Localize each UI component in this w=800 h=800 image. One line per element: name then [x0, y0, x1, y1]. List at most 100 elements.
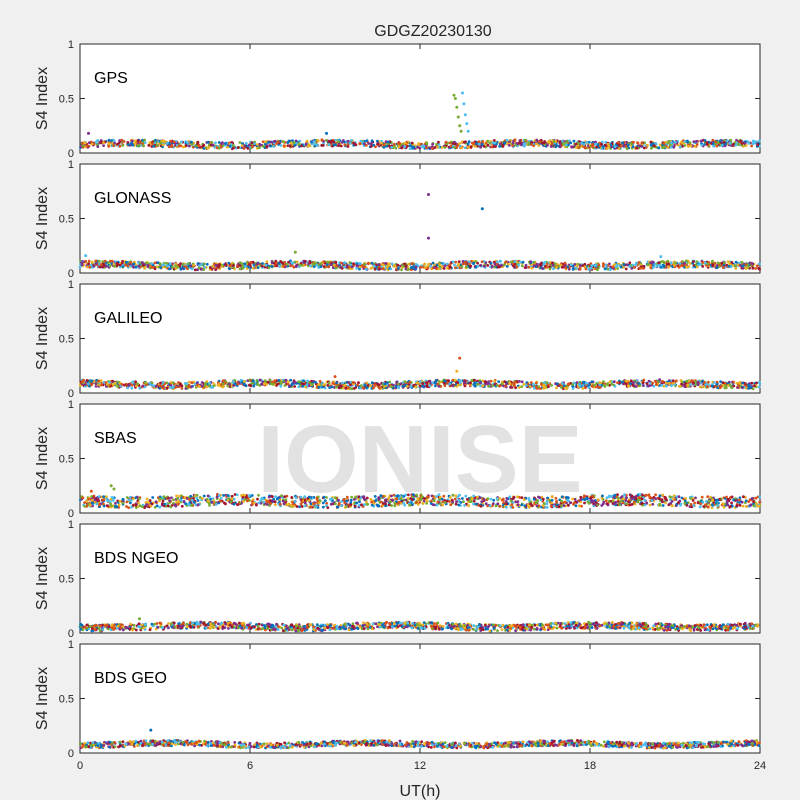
- data-point: [286, 141, 290, 145]
- data-point: [518, 141, 522, 145]
- data-point: [104, 265, 108, 268]
- data-point: [477, 142, 481, 146]
- data-point: [218, 263, 221, 267]
- data-point: [542, 141, 546, 145]
- data-point: [448, 382, 451, 386]
- data-point: [126, 386, 130, 390]
- data-point: [448, 263, 452, 266]
- data-point: [498, 265, 502, 269]
- data-point: [179, 382, 182, 386]
- data-point: [713, 261, 717, 265]
- data-point: [598, 381, 602, 384]
- data-point: [101, 265, 105, 268]
- outlier-point: [333, 375, 337, 379]
- data-point: [740, 260, 744, 264]
- data-point: [123, 383, 126, 387]
- data-point: [672, 263, 676, 267]
- data-point: [481, 140, 485, 143]
- data-point: [535, 262, 539, 266]
- data-point: [747, 384, 751, 387]
- data-point: [162, 387, 166, 390]
- data-point: [289, 378, 292, 382]
- data-point: [355, 266, 358, 270]
- data-point: [346, 145, 350, 148]
- data-point: [612, 380, 616, 384]
- data-point: [409, 385, 413, 388]
- data-point: [367, 142, 370, 145]
- data-point: [250, 141, 254, 145]
- data-point: [678, 145, 682, 149]
- data-point: [251, 266, 255, 270]
- data-point: [214, 263, 218, 267]
- data-point: [267, 266, 271, 270]
- data-point: [229, 264, 232, 267]
- data-point: [295, 260, 299, 264]
- data-point: [165, 261, 169, 265]
- data-point: [321, 385, 324, 389]
- data-point: [356, 383, 359, 387]
- data-point: [444, 140, 448, 144]
- data-point: [635, 261, 638, 265]
- data-point: [460, 146, 463, 150]
- data-point: [129, 142, 133, 145]
- data-point: [334, 260, 338, 264]
- data-point: [326, 260, 330, 264]
- data-point: [131, 380, 135, 384]
- data-point: [85, 265, 89, 269]
- data-point: [107, 138, 111, 142]
- data-point: [353, 142, 357, 146]
- data-point: [442, 381, 446, 385]
- data-point: [591, 145, 594, 149]
- outlier-point: [427, 236, 430, 240]
- data-point: [706, 262, 710, 266]
- data-point: [667, 140, 671, 143]
- data-point: [605, 147, 609, 150]
- data-point: [148, 382, 152, 385]
- data-point: [209, 266, 212, 270]
- data-point: [606, 383, 609, 387]
- data-point: [339, 261, 343, 265]
- data-point: [238, 267, 242, 271]
- data-point: [397, 145, 401, 149]
- data-point: [711, 138, 715, 142]
- data-point: [755, 381, 758, 385]
- data-point: [454, 260, 458, 264]
- data-point: [255, 379, 259, 382]
- data-point: [147, 144, 151, 147]
- data-point: [563, 386, 567, 390]
- data-point: [404, 264, 408, 268]
- data-point: [472, 142, 475, 145]
- data-point: [750, 381, 754, 385]
- data-point: [343, 261, 346, 264]
- data-point: [535, 138, 539, 142]
- data-point: [620, 495, 624, 498]
- data-point: [573, 263, 577, 266]
- data-point: [189, 264, 193, 268]
- data-point: [588, 383, 591, 387]
- data-point: [207, 146, 211, 150]
- y-axis-label: S4 Index: [34, 427, 51, 490]
- data-point: [693, 145, 697, 148]
- data-point: [505, 265, 509, 268]
- data-point: [416, 145, 420, 149]
- data-point: [448, 265, 452, 269]
- data-point: [719, 380, 722, 383]
- data-point: [118, 144, 122, 148]
- data-point: [208, 381, 212, 385]
- data-point: [683, 140, 687, 143]
- data-point: [388, 262, 391, 266]
- data-point: [655, 264, 659, 268]
- data-point: [177, 144, 181, 148]
- data-point: [732, 380, 735, 384]
- data-point: [738, 264, 742, 267]
- data-point: [99, 263, 103, 266]
- data-point: [689, 144, 693, 148]
- data-point: [251, 145, 255, 149]
- data-point: [270, 265, 274, 268]
- data-point: [583, 262, 587, 266]
- data-point: [686, 383, 690, 387]
- data-point: [658, 378, 661, 382]
- data-point: [437, 384, 441, 388]
- data-point: [556, 382, 559, 386]
- data-point: [339, 144, 343, 148]
